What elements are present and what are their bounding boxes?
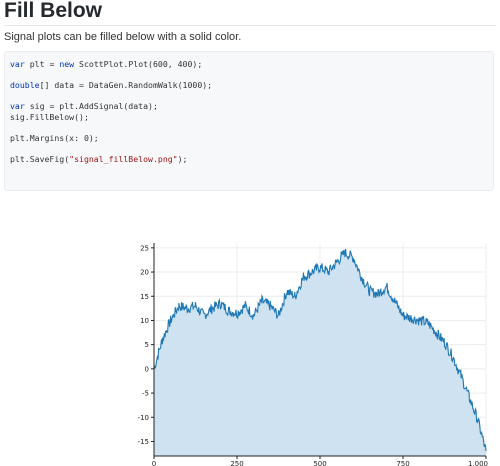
y-tick-label: -5 — [142, 390, 149, 398]
code-line: plt.SaveFig("signal_fillBelow.png"); — [10, 154, 488, 165]
code-token: plt.Margins(x: 0); — [10, 132, 99, 143]
code-token: sig = plt.AddSignal(data); — [24, 101, 158, 111]
code-keyword: var — [10, 59, 25, 69]
code-line — [10, 70, 488, 81]
code-token: plt = — [24, 59, 60, 69]
y-tick-label: 5 — [145, 341, 149, 349]
x-tick-label: 0 — [152, 460, 156, 466]
code-token: plt.SaveFig( — [10, 153, 70, 164]
code-line: sig.FillBelow(); — [10, 112, 488, 123]
signal-plot-figure: -15 -10 -5 0 5 10 15 20 25 0 250 500 750 1,000 — [130, 233, 490, 466]
heading-divider — [4, 25, 496, 26]
x-tick-label: 750 — [396, 460, 409, 466]
y-tick-label: 10 — [140, 317, 149, 325]
code-listing: var plt = new ScottPlot.Plot(600, 400); … — [5, 52, 493, 164]
y-tick-label: -10 — [138, 414, 149, 422]
series-fill-area — [154, 248, 486, 456]
x-tick-label: 500 — [313, 460, 326, 466]
series-line — [153, 248, 487, 452]
code-token: sig.FillBelow(); — [10, 111, 89, 122]
y-tick-label: 25 — [140, 244, 149, 252]
code-line: var plt = new ScottPlot.Plot(600, 400); — [10, 59, 488, 70]
code-line — [10, 91, 488, 102]
code-token: [] data = DataGen.RandomWalk(1000); — [39, 80, 213, 90]
code-token: ); — [177, 153, 188, 164]
y-tick-label: 15 — [140, 293, 149, 301]
y-tick-label: 20 — [140, 269, 149, 277]
code-token: ScottPlot.Plot(600, 400); — [74, 59, 203, 69]
code-line: plt.Margins(x: 0); — [10, 133, 488, 144]
code-line — [10, 143, 488, 154]
y-tick-label: -15 — [138, 438, 149, 446]
code-line — [10, 122, 488, 133]
code-string: "signal_fillBelow.png" — [69, 153, 178, 164]
code-block: var plt = new ScottPlot.Plot(600, 400); … — [4, 51, 494, 191]
code-keyword: var — [10, 101, 25, 111]
x-tick-label: 1,000 — [468, 460, 488, 466]
page-description: Signal plots can be filled below with a … — [4, 31, 242, 43]
code-keyword: new — [59, 59, 75, 69]
code-line: double[] data = DataGen.RandomWalk(1000)… — [10, 80, 488, 91]
code-line: var sig = plt.AddSignal(data); — [10, 101, 488, 112]
x-tick-label: 250 — [230, 460, 243, 466]
code-keyword: double — [10, 80, 40, 90]
page-title: Fill Below — [4, 0, 103, 22]
y-tick-label: 0 — [145, 365, 149, 373]
